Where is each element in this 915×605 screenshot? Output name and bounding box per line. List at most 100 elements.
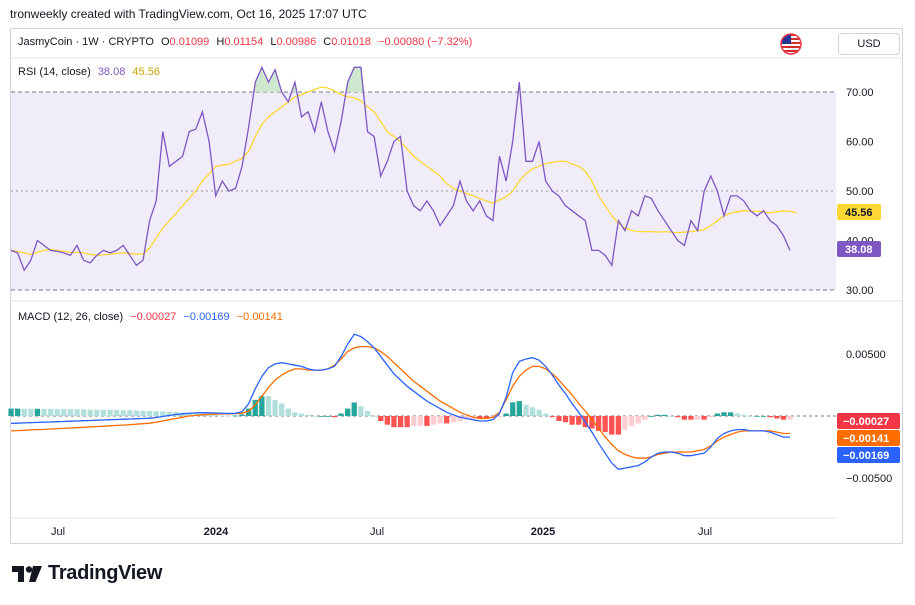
macd-histogram-bar bbox=[318, 416, 324, 417]
signal-line bbox=[10, 345, 791, 459]
macd-histogram-bar bbox=[338, 413, 344, 416]
signal-price-tag-text: −0.00141 bbox=[843, 433, 889, 445]
currency-label: USD bbox=[857, 38, 881, 50]
x-tick-label: Jul bbox=[698, 526, 712, 538]
macd-histogram-bar bbox=[147, 411, 153, 416]
macd-histogram-bar bbox=[655, 414, 661, 416]
rsi-title: RSI (14, close) bbox=[18, 66, 91, 78]
macd-histogram-bar bbox=[628, 416, 635, 426]
macd-histogram-bar bbox=[364, 411, 371, 416]
macd-histogram-bar bbox=[74, 409, 80, 416]
us-flag-icon[interactable] bbox=[780, 33, 802, 55]
rsi-series-group bbox=[11, 65, 797, 272]
rsi-price-tag-bg bbox=[837, 241, 881, 257]
macd-histogram-bar bbox=[153, 411, 159, 416]
macd-histogram-bar bbox=[272, 399, 278, 416]
macd-histogram-bar bbox=[747, 416, 753, 417]
macd-histogram-bar bbox=[675, 416, 681, 418]
macd-y-tick-label: −0.00500 bbox=[846, 473, 892, 485]
macd-histogram-bar bbox=[602, 416, 608, 433]
macd-histogram-bar bbox=[503, 413, 509, 416]
signal-price-tag-bg bbox=[837, 430, 900, 446]
macd-histogram-bar bbox=[127, 410, 133, 416]
rsi-ma-price-tag-bg bbox=[837, 204, 881, 220]
macd-histogram-bar bbox=[556, 416, 562, 421]
macd-y-tick-label: 0.00500 bbox=[846, 349, 886, 361]
rsi-current-value: 38.08 bbox=[97, 66, 126, 78]
tradingview-logo[interactable]: TradingView bbox=[12, 562, 162, 585]
macd-hist-price-tag: −0.00027 bbox=[837, 413, 900, 429]
macd-histogram-bar bbox=[100, 409, 107, 416]
macd-histogram-bar bbox=[292, 412, 298, 416]
macd-histogram-bar bbox=[424, 416, 430, 426]
x-tick-label: Jul bbox=[370, 526, 384, 538]
macd-histogram-bar bbox=[516, 401, 522, 416]
macd-histogram-bar bbox=[761, 416, 767, 417]
macd-line-current-value: −0.00169 bbox=[183, 311, 230, 323]
x-tick-label: 2025 bbox=[531, 526, 555, 538]
macd-histogram-bar bbox=[595, 416, 602, 431]
macd-histogram-bar bbox=[483, 416, 489, 419]
rsi-y-tick-label: 70.00 bbox=[846, 87, 874, 99]
tradingview-logo-icon bbox=[12, 565, 42, 582]
macd-histogram-bar bbox=[397, 416, 404, 428]
macd-histogram-bar bbox=[576, 416, 582, 425]
macd-histogram-bar bbox=[219, 415, 225, 417]
macd-histogram-bar bbox=[767, 416, 773, 418]
macd-histogram-bar bbox=[28, 408, 34, 416]
close-value: C0.01018 bbox=[323, 36, 371, 48]
macd-price-tag-text: −0.00169 bbox=[843, 450, 889, 462]
macd-histogram-bar bbox=[67, 409, 74, 416]
rsi-y-tick-label: 30.00 bbox=[846, 285, 874, 297]
macd-histogram-bar bbox=[741, 414, 747, 416]
rsi-price-tag: 38.08 bbox=[837, 241, 881, 257]
macd-histogram-bar bbox=[81, 409, 87, 416]
macd-histogram-bar bbox=[312, 416, 318, 417]
macd-histogram-bar bbox=[48, 408, 54, 416]
macd-histogram-bar bbox=[694, 416, 701, 420]
macd-histogram-bar bbox=[430, 416, 437, 425]
rsi-ma-current-value: 45.56 bbox=[132, 66, 160, 78]
macd-histogram-bar bbox=[232, 415, 239, 417]
macd-histogram-bar bbox=[21, 408, 27, 416]
macd-histogram-bar bbox=[727, 412, 734, 416]
rsi-ma-line bbox=[11, 86, 797, 256]
rsi-y-tick-label: 50.00 bbox=[846, 186, 874, 198]
rsi-legend[interactable]: RSI (14, close) 38.08 45.56 bbox=[18, 66, 164, 78]
macd-histogram-bar bbox=[615, 416, 621, 435]
change-value: −0.00080 (−7.32%) bbox=[378, 36, 473, 48]
currency-button[interactable]: USD bbox=[838, 33, 900, 55]
macd-histogram-bar bbox=[780, 416, 787, 420]
macd-histogram-bar bbox=[734, 413, 740, 416]
macd-legend[interactable]: MACD (12, 26, close) −0.00027 −0.00169 −… bbox=[18, 311, 287, 323]
rsi-price-tag-text: 38.08 bbox=[845, 244, 873, 256]
macd-histogram-bar bbox=[622, 416, 628, 430]
macd-histogram-bar bbox=[714, 413, 720, 416]
rsi-band-background bbox=[11, 92, 836, 290]
macd-histogram-bar bbox=[404, 416, 410, 428]
macd-histogram-bar bbox=[661, 414, 668, 416]
macd-histogram-bar bbox=[496, 416, 503, 418]
macd-histogram-bar bbox=[325, 416, 331, 417]
macd-histogram-bar bbox=[87, 409, 93, 416]
macd-histogram-bar bbox=[417, 416, 423, 426]
macd-line bbox=[10, 333, 791, 470]
macd-histogram-bar bbox=[477, 416, 483, 419]
macd-hist-current-value: −0.00027 bbox=[130, 311, 177, 323]
macd-histogram-bar bbox=[61, 409, 67, 416]
macd-histogram-bar bbox=[8, 408, 14, 416]
macd-histogram bbox=[8, 396, 793, 435]
macd-histogram-bar bbox=[437, 416, 443, 424]
macd-histogram-bar bbox=[114, 410, 120, 416]
macd-histogram-bar bbox=[787, 416, 793, 420]
macd-histogram-bar bbox=[34, 408, 41, 416]
symbol-legend[interactable]: JasmyCoin · 1W · CRYPTO O0.01099 H0.0115… bbox=[18, 36, 476, 48]
macd-histogram-bar bbox=[120, 410, 126, 416]
x-tick-label: 2024 bbox=[204, 526, 229, 538]
macd-histogram-bar bbox=[529, 407, 536, 416]
macd-histogram-bar bbox=[345, 408, 351, 416]
macd-histogram-bar bbox=[589, 416, 595, 429]
macd-histogram-bar bbox=[226, 415, 232, 417]
macd-histogram-bar bbox=[358, 406, 364, 416]
